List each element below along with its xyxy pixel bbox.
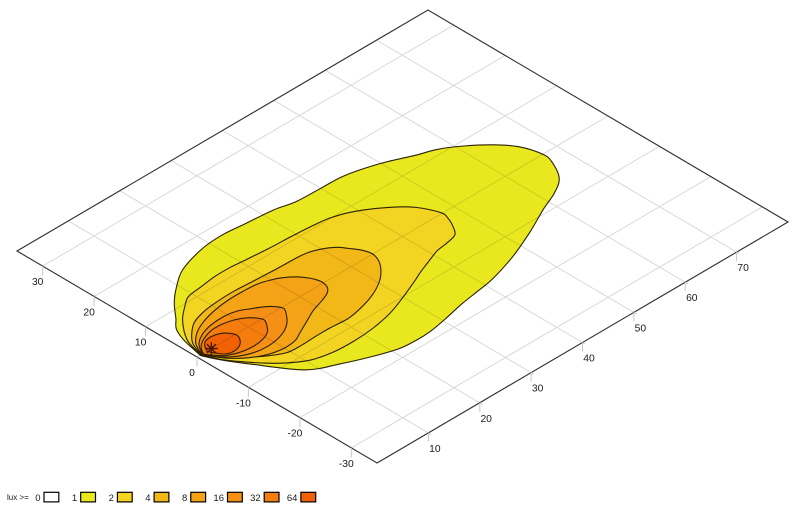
- svg-text:-30: -30: [339, 459, 354, 470]
- svg-text:64: 64: [287, 493, 298, 504]
- svg-text:-10: -10: [236, 398, 251, 409]
- svg-text:0: 0: [35, 493, 40, 504]
- svg-text:lux >=: lux >=: [7, 493, 29, 502]
- svg-text:10: 10: [135, 338, 147, 349]
- svg-text:30: 30: [532, 384, 544, 395]
- svg-text:30: 30: [32, 277, 44, 288]
- svg-text:20: 20: [480, 414, 492, 425]
- svg-text:50: 50: [635, 323, 647, 334]
- svg-text:10: 10: [429, 444, 441, 455]
- svg-text:70: 70: [737, 263, 749, 274]
- svg-text:60: 60: [686, 293, 698, 304]
- svg-text:16: 16: [213, 493, 224, 504]
- svg-text:0: 0: [189, 368, 195, 379]
- svg-text:2: 2: [109, 493, 114, 504]
- svg-text:4: 4: [145, 493, 150, 504]
- svg-text:8: 8: [182, 493, 187, 504]
- svg-text:1: 1: [72, 493, 77, 504]
- svg-text:32: 32: [250, 493, 261, 504]
- svg-text:40: 40: [583, 354, 595, 365]
- svg-text:20: 20: [83, 307, 95, 318]
- svg-text:-20: -20: [287, 429, 302, 440]
